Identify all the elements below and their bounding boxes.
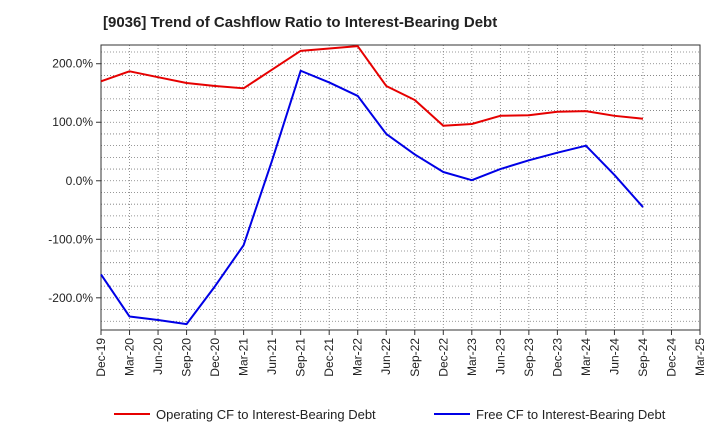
x-tick-label: Mar-21 bbox=[237, 338, 251, 376]
x-tick-label: Dec-23 bbox=[550, 338, 564, 377]
x-tick-label: Jun-23 bbox=[493, 338, 507, 375]
y-tick-label: -100.0% bbox=[48, 232, 93, 246]
x-tick-label: Jun-20 bbox=[151, 338, 165, 375]
x-tick-label: Dec-19 bbox=[94, 338, 108, 377]
axes-layer bbox=[96, 44, 701, 335]
x-tick-label: Sep-24 bbox=[636, 338, 650, 377]
x-tick-label: Dec-21 bbox=[322, 338, 336, 377]
series-line-1 bbox=[100, 45, 644, 127]
y-tick-labels: 200.0% 100.0% 0.0% -100.0% -200.0% bbox=[48, 57, 93, 305]
legend-label: Operating CF to Interest-Bearing Debt bbox=[156, 407, 376, 422]
x-tick-label: Mar-24 bbox=[579, 338, 593, 376]
legend-label: Free CF to Interest-Bearing Debt bbox=[476, 407, 666, 422]
chart-title: [9036] Trend of Cashflow Ratio to Intere… bbox=[103, 14, 498, 31]
x-tick-label: Mar-23 bbox=[465, 338, 479, 376]
x-tick-label: Jun-21 bbox=[265, 338, 279, 375]
y-tick-label: 100.0% bbox=[52, 115, 93, 129]
series-line-2 bbox=[100, 69, 644, 326]
x-tick-label: Sep-21 bbox=[294, 338, 308, 377]
series-layer bbox=[100, 45, 644, 326]
x-tick-label: Dec-22 bbox=[436, 338, 450, 377]
x-tick-label: Sep-23 bbox=[522, 338, 536, 377]
x-tick-label: Dec-20 bbox=[208, 338, 222, 377]
x-tick-label: Dec-24 bbox=[664, 338, 678, 377]
grid-layer bbox=[101, 45, 701, 330]
x-tick-label: Sep-20 bbox=[180, 338, 194, 377]
y-tick-label: -200.0% bbox=[48, 291, 93, 305]
y-tick-label: 0.0% bbox=[66, 174, 94, 188]
y-tick-label: 200.0% bbox=[52, 57, 93, 71]
x-tick-label: Jun-24 bbox=[607, 338, 621, 375]
x-tick-label: Mar-20 bbox=[123, 338, 137, 376]
plot-frame bbox=[100, 44, 701, 331]
legend: Operating CF to Interest-Bearing Debt Fre… bbox=[114, 407, 666, 422]
x-tick-label: Sep-22 bbox=[408, 338, 422, 377]
x-tick-labels: Dec-19 Mar-20 Jun-20 Sep-20 Dec-20 Mar-21 Jun-… bbox=[94, 338, 707, 377]
x-tick-label: Mar-25 bbox=[693, 338, 707, 376]
x-tick-label: Mar-22 bbox=[351, 338, 365, 376]
x-tick-label: Jun-22 bbox=[379, 338, 393, 375]
